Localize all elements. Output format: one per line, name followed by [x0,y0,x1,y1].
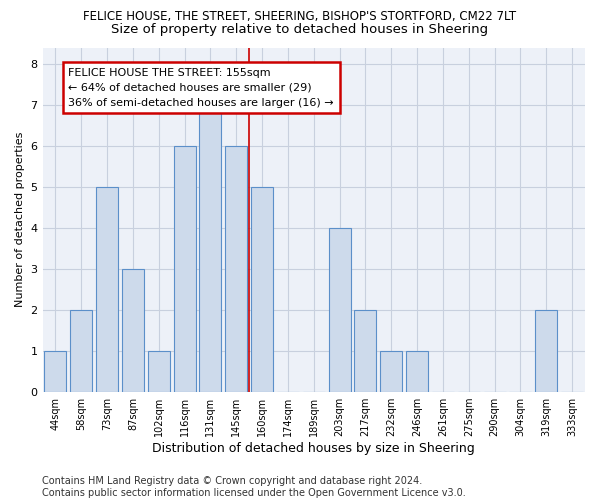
X-axis label: Distribution of detached houses by size in Sheering: Distribution of detached houses by size … [152,442,475,455]
Bar [225,146,247,392]
Bar [122,269,144,392]
Bar [148,351,170,392]
Bar [535,310,557,392]
Bar [199,105,221,392]
Bar [406,351,428,392]
Bar [329,228,350,392]
Bar [380,351,402,392]
Text: Size of property relative to detached houses in Sheering: Size of property relative to detached ho… [112,22,488,36]
Bar [70,310,92,392]
Text: FELICE HOUSE THE STREET: 155sqm
← 64% of detached houses are smaller (29)
36% of: FELICE HOUSE THE STREET: 155sqm ← 64% of… [68,68,334,108]
Bar [96,187,118,392]
Text: Contains HM Land Registry data © Crown copyright and database right 2024.
Contai: Contains HM Land Registry data © Crown c… [42,476,466,498]
Bar [251,187,273,392]
Bar [355,310,376,392]
Y-axis label: Number of detached properties: Number of detached properties [15,132,25,308]
Text: FELICE HOUSE, THE STREET, SHEERING, BISHOP'S STORTFORD, CM22 7LT: FELICE HOUSE, THE STREET, SHEERING, BISH… [83,10,517,23]
Bar [173,146,196,392]
Bar [44,351,67,392]
